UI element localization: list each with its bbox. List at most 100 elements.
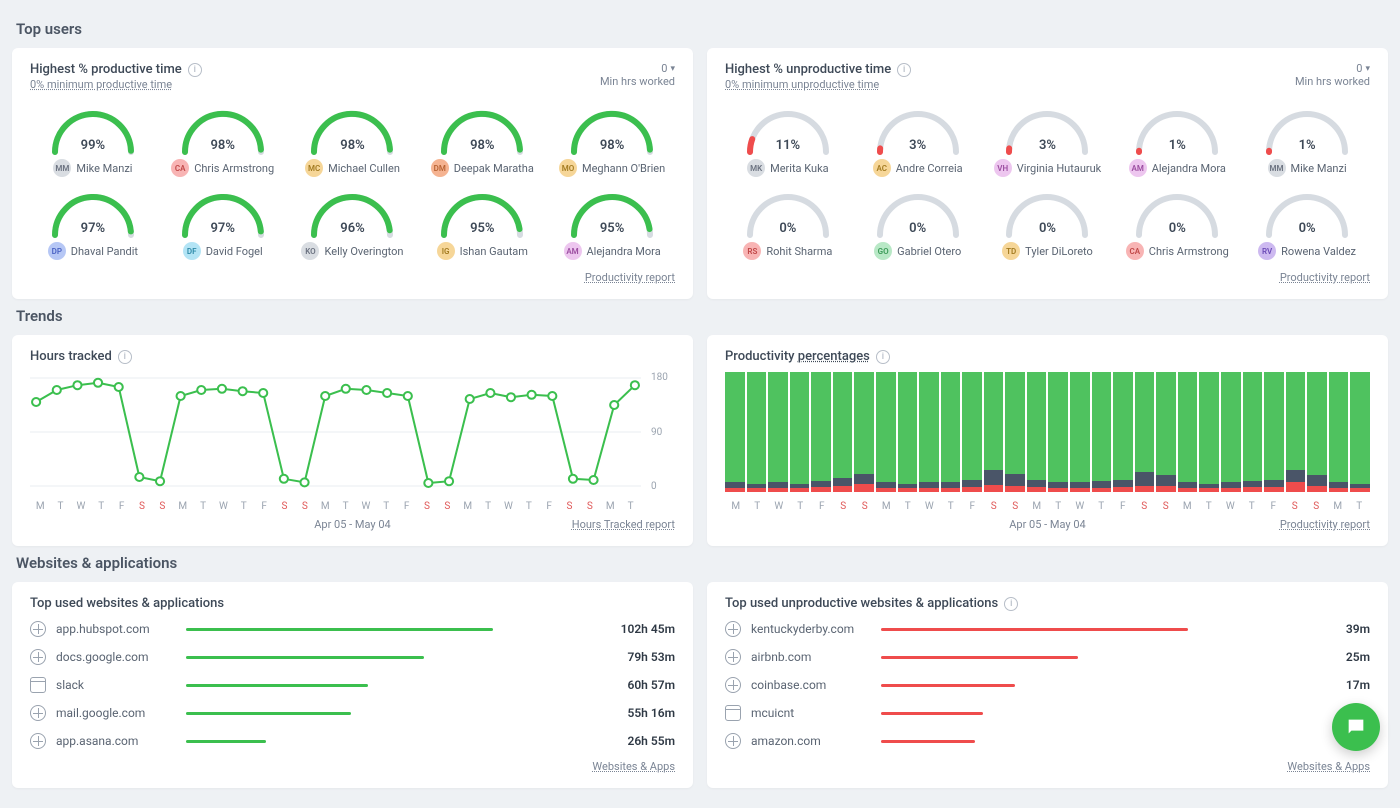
gauge-percent: 97% <box>30 221 156 236</box>
app-row[interactable]: slack 60h 57m <box>30 677 675 693</box>
min-time-link[interactable]: 0% minimum productive time <box>30 78 172 91</box>
app-row[interactable]: amazon.com 12m <box>725 733 1370 749</box>
gauge-user: DF David Fogel <box>160 242 286 260</box>
gauge-cell[interactable]: 0% RS Rohit Sharma <box>725 185 851 260</box>
card-header: Highest % productive time i 0% minimum p… <box>30 62 675 92</box>
gauge-cell[interactable]: 96% KO Kelly Overington <box>290 185 416 260</box>
info-icon[interactable]: i <box>1004 597 1018 611</box>
stacked-bar[interactable] <box>1178 372 1198 492</box>
app-row[interactable]: app.asana.com 26h 55m <box>30 733 675 749</box>
stacked-bar[interactable] <box>876 372 896 492</box>
gauge-cell[interactable]: 98% MO Meghann O'Brien <box>549 102 675 177</box>
stacked-bar[interactable] <box>1005 372 1025 492</box>
min-time-link[interactable]: 0% minimum unproductive time <box>725 78 879 91</box>
info-icon[interactable]: i <box>188 63 202 77</box>
productivity-report-link[interactable]: Productivity report <box>1280 518 1370 531</box>
gauge-user: MM Mike Manzi <box>1244 159 1370 177</box>
gauge-user: DP Dhaval Pandit <box>30 242 156 260</box>
gauge-user: MM Mike Manzi <box>30 159 156 177</box>
app-bar <box>186 684 595 687</box>
gauge-cell[interactable]: 0% TD Tyler DiLoreto <box>985 185 1111 260</box>
avatar: TD <box>1002 242 1020 260</box>
stacked-bar[interactable] <box>790 372 810 492</box>
stacked-bar[interactable] <box>1156 372 1176 492</box>
user-name: Gabriel Otero <box>897 245 961 258</box>
gauge-cell[interactable]: 1% AM Alejandra Mora <box>1114 102 1240 177</box>
stacked-bar[interactable] <box>962 372 982 492</box>
gauge-cell[interactable]: 0% CA Chris Armstrong <box>1114 185 1240 260</box>
stacked-bar[interactable] <box>1307 372 1327 492</box>
gauge-cell[interactable]: 0% GO Gabriel Otero <box>855 185 981 260</box>
app-row[interactable]: coinbase.com 17m <box>725 677 1370 693</box>
stacked-bar[interactable] <box>1113 372 1133 492</box>
stacked-bar[interactable] <box>1329 372 1349 492</box>
gauge-user: DM Deepak Maratha <box>419 159 545 177</box>
gauge-cell[interactable]: 98% CA Chris Armstrong <box>160 102 286 177</box>
card-top-apps: Top used websites & applications app.hub… <box>12 582 693 788</box>
stacked-bar[interactable] <box>725 372 745 492</box>
user-name: Mike Manzi <box>76 162 132 175</box>
stacked-bar[interactable] <box>1264 372 1284 492</box>
info-icon[interactable]: i <box>897 63 911 77</box>
stacked-bar[interactable] <box>984 372 1004 492</box>
stacked-bar[interactable] <box>833 372 853 492</box>
stacked-bar[interactable] <box>1027 372 1047 492</box>
stacked-bar[interactable] <box>1350 372 1370 492</box>
app-row[interactable]: airbnb.com 25m <box>725 649 1370 665</box>
globe-icon <box>30 733 46 749</box>
gauge-cell[interactable]: 97% DP Dhaval Pandit <box>30 185 156 260</box>
chat-fab[interactable] <box>1332 703 1380 751</box>
stacked-bar[interactable] <box>898 372 918 492</box>
websites-apps-link[interactable]: Websites & Apps <box>1287 760 1370 773</box>
app-time: 79h 53m <box>605 650 675 664</box>
gauge-cell[interactable]: 98% DM Deepak Maratha <box>419 102 545 177</box>
gauge-cell[interactable]: 3% VH Virginia Hutauruk <box>985 102 1111 177</box>
app-row[interactable]: mcuicnt 13m <box>725 705 1370 721</box>
productivity-report-link[interactable]: Productivity report <box>585 271 675 284</box>
gauge-cell[interactable]: 98% MC Michael Cullen <box>290 102 416 177</box>
min-hrs-dropdown[interactable]: 0 ▾ <box>1295 62 1370 75</box>
gauge-cell[interactable]: 0% RV Rowena Valdez <box>1244 185 1370 260</box>
chat-icon <box>1345 716 1367 738</box>
card-productivity-pct: Productivity percentages i <box>707 335 1388 546</box>
gauge-cell[interactable]: 1% MM Mike Manzi <box>1244 102 1370 177</box>
gauge-user: CA Chris Armstrong <box>160 159 286 177</box>
stacked-bar[interactable] <box>747 372 767 492</box>
hours-tracked-report-link[interactable]: Hours Tracked report <box>572 518 675 531</box>
info-icon[interactable]: i <box>118 350 132 364</box>
stacked-bar[interactable] <box>854 372 874 492</box>
gauge-cell[interactable]: 95% IG Ishan Gautam <box>419 185 545 260</box>
stacked-bar[interactable] <box>1286 372 1306 492</box>
stacked-bar[interactable] <box>919 372 939 492</box>
stacked-bar[interactable] <box>1221 372 1241 492</box>
websites-apps-link[interactable]: Websites & Apps <box>592 760 675 773</box>
stacked-bar[interactable] <box>1048 372 1068 492</box>
stacked-bar[interactable] <box>1092 372 1112 492</box>
app-row[interactable]: kentuckyderby.com 39m <box>725 621 1370 637</box>
stacked-bar[interactable] <box>941 372 961 492</box>
gauge-cell[interactable]: 95% AM Alejandra Mora <box>549 185 675 260</box>
app-bar <box>881 684 1290 687</box>
card-title-text: Productivity percentages <box>725 349 870 364</box>
stacked-bar[interactable] <box>768 372 788 492</box>
app-row[interactable]: mail.google.com 55h 16m <box>30 705 675 721</box>
gauge-cell[interactable]: 97% DF David Fogel <box>160 185 286 260</box>
productivity-report-link[interactable]: Productivity report <box>1280 271 1370 284</box>
gauge-percent: 99% <box>30 138 156 153</box>
gauge-user: RV Rowena Valdez <box>1244 242 1370 260</box>
gauge-cell[interactable]: 99% MM Mike Manzi <box>30 102 156 177</box>
stacked-bar[interactable] <box>1135 372 1155 492</box>
info-icon[interactable]: i <box>876 350 890 364</box>
min-hrs-dropdown[interactable]: 0 ▾ <box>600 62 675 75</box>
app-row[interactable]: app.hubspot.com 102h 45m <box>30 621 675 637</box>
globe-icon <box>30 649 46 665</box>
user-name: Alejandra Mora <box>587 245 661 258</box>
stacked-bar[interactable] <box>1199 372 1219 492</box>
app-time: 55h 16m <box>605 706 675 720</box>
stacked-bar[interactable] <box>1243 372 1263 492</box>
stacked-bar[interactable] <box>1070 372 1090 492</box>
gauge-cell[interactable]: 11% MK Merita Kuka <box>725 102 851 177</box>
stacked-bar[interactable] <box>811 372 831 492</box>
gauge-cell[interactable]: 3% AC Andre Correia <box>855 102 981 177</box>
app-row[interactable]: docs.google.com 79h 53m <box>30 649 675 665</box>
